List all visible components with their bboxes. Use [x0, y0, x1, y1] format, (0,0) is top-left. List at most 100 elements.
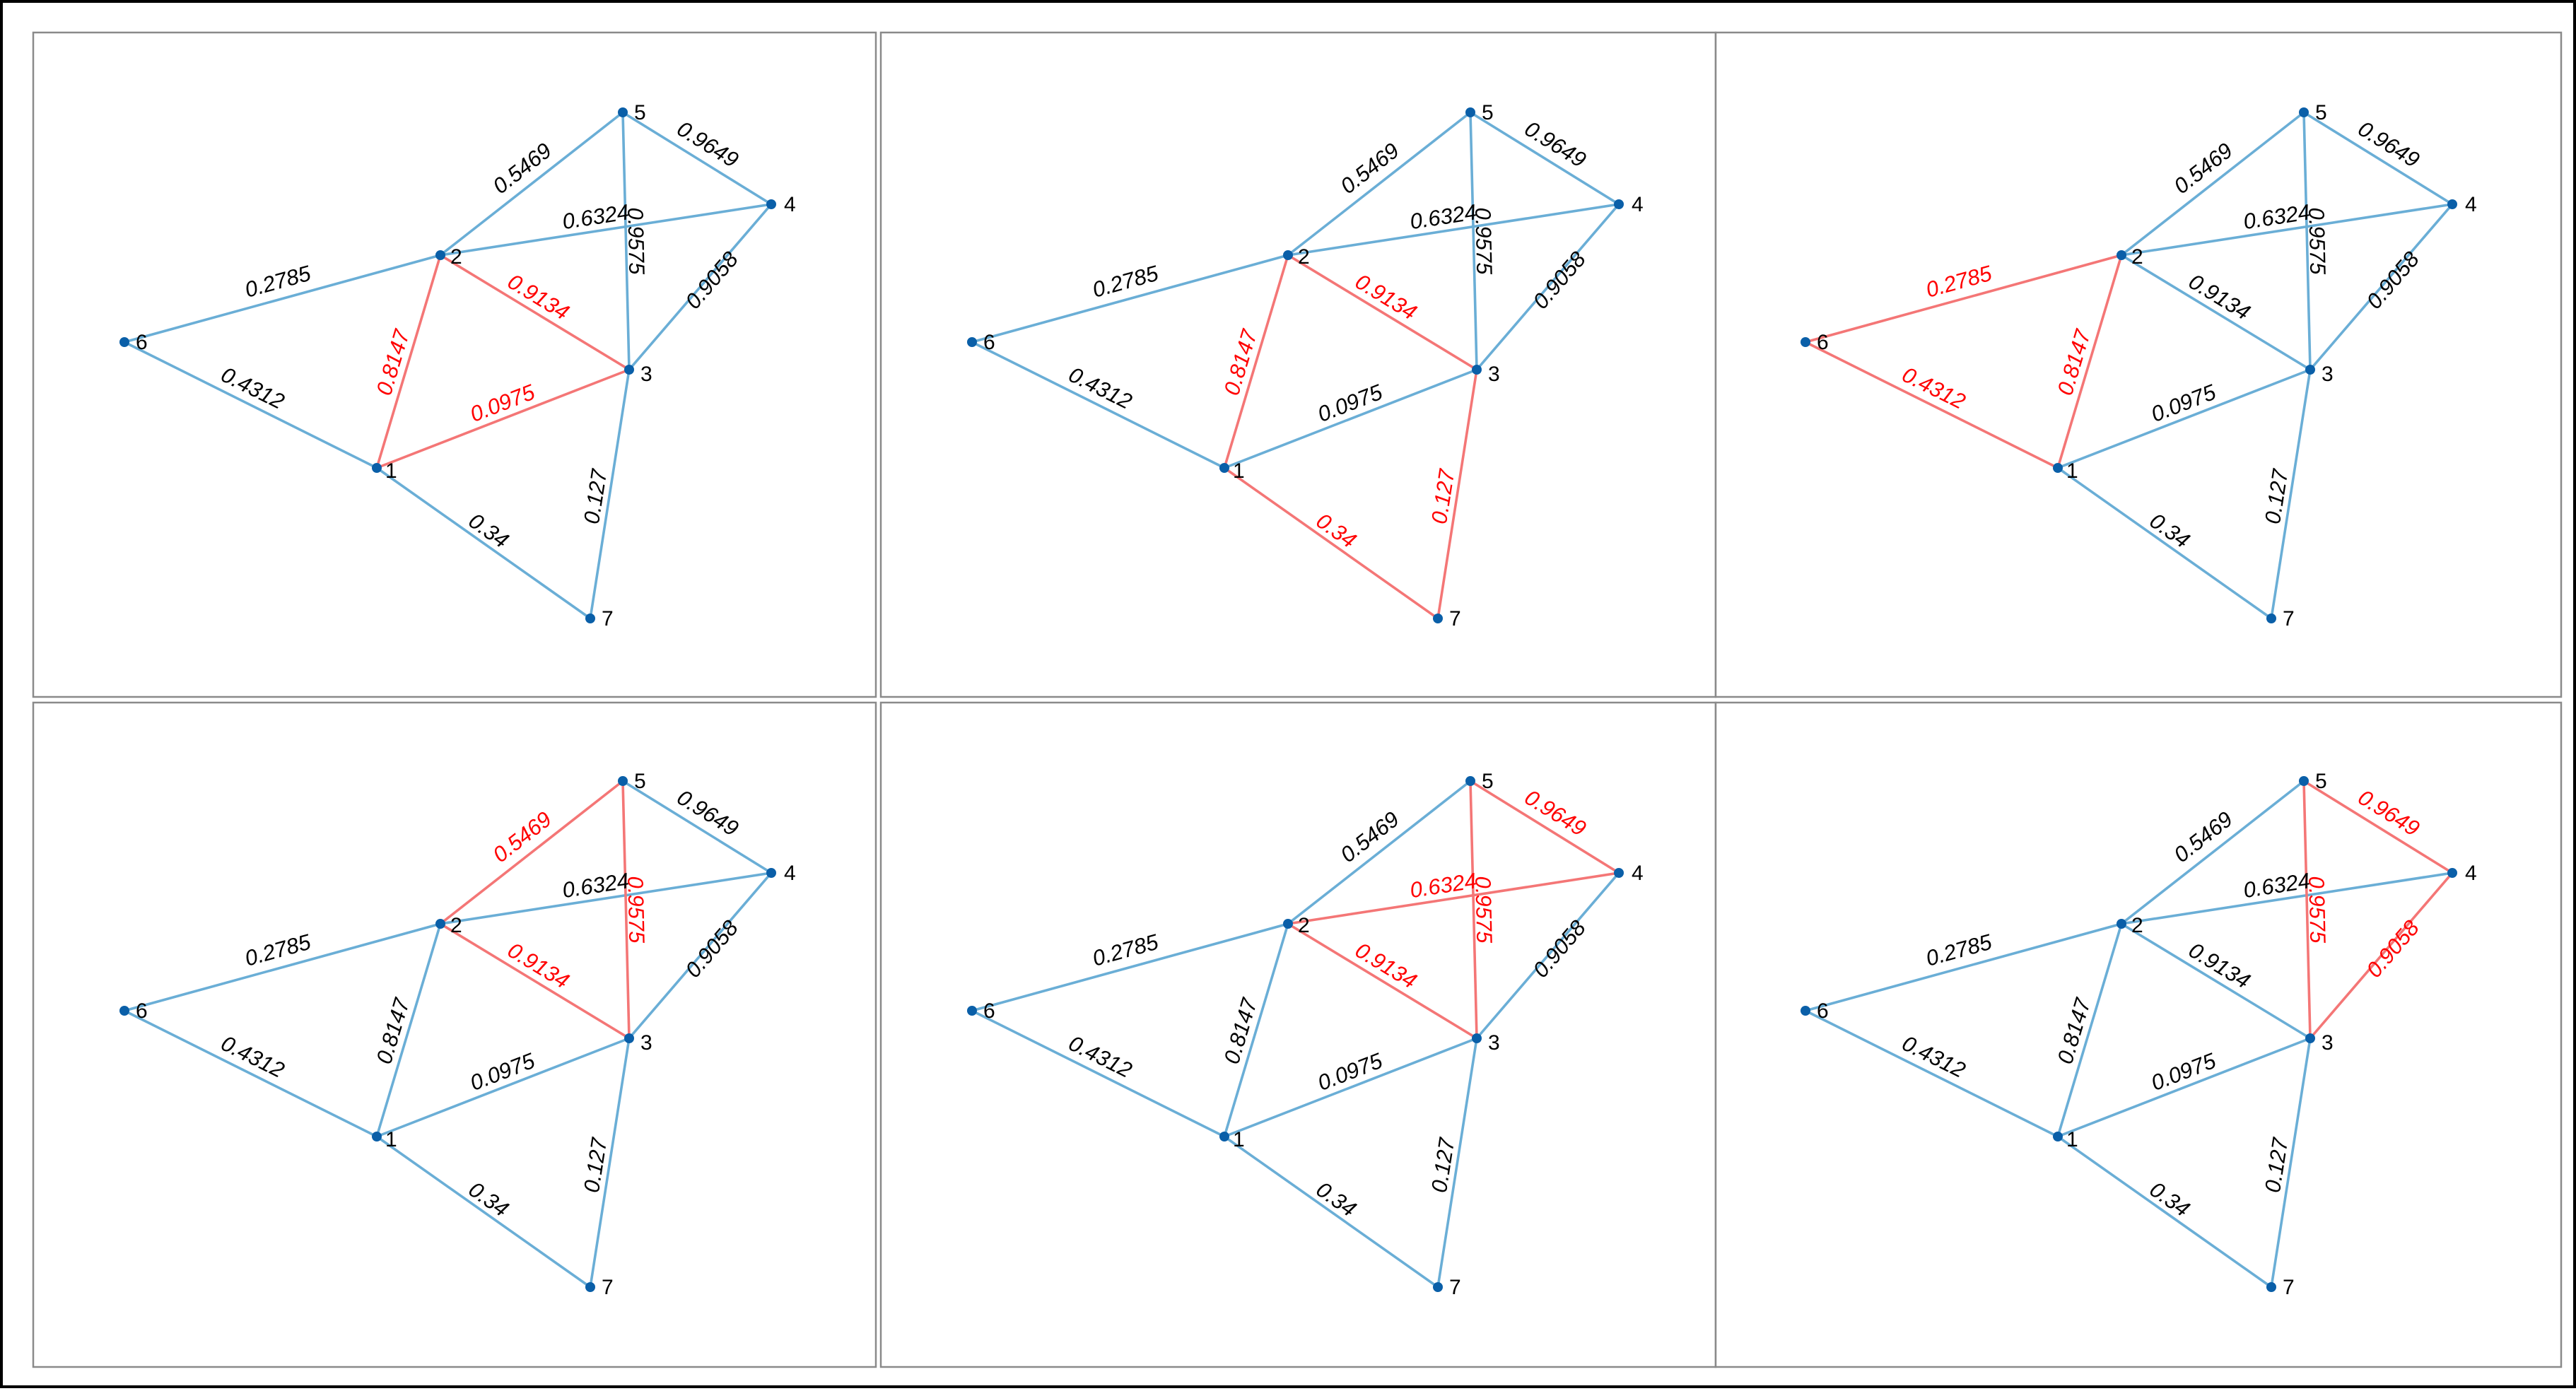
- node-dot: [372, 1132, 382, 1141]
- node-label: 2: [450, 245, 462, 269]
- edge: [375, 1135, 592, 1289]
- node-label: 7: [602, 607, 614, 630]
- edge: [628, 203, 773, 371]
- node-dot: [2305, 1033, 2315, 1043]
- node-dot: [1614, 868, 1624, 878]
- edge: [589, 1038, 631, 1288]
- node-label: 2: [1298, 245, 1310, 269]
- edge-highlighted: [1287, 254, 1477, 371]
- node-dot: [119, 337, 129, 347]
- panel-border: [879, 31, 1717, 698]
- node-label: 2: [2131, 914, 2143, 937]
- node-dot: [2117, 919, 2126, 929]
- panel-border: [1714, 31, 2563, 698]
- edge-highlighted: [440, 922, 630, 1040]
- node-label: 5: [1482, 101, 1494, 124]
- edge: [375, 923, 442, 1137]
- edge: [971, 341, 1225, 469]
- node-dot: [2053, 463, 2063, 473]
- node-label: 4: [1632, 193, 1644, 216]
- edge: [1475, 871, 1620, 1040]
- node-dot: [1219, 463, 1229, 473]
- node-dot: [1801, 1006, 1810, 1016]
- edge-highlighted: [1470, 780, 1620, 874]
- node-dot: [1219, 1132, 1229, 1141]
- edge: [1805, 922, 2122, 1012]
- node-label: 4: [784, 862, 796, 885]
- node-label: 3: [2322, 1031, 2334, 1055]
- edge: [622, 780, 772, 874]
- node-label: 6: [136, 331, 148, 354]
- edge-weight-label: 0.9575: [1470, 876, 1497, 944]
- edge: [2056, 1135, 2273, 1289]
- edge: [2120, 111, 2305, 257]
- edge-highlighted: [2309, 871, 2454, 1040]
- edge: [124, 1009, 377, 1138]
- node-label: 6: [136, 999, 148, 1023]
- edge: [2270, 369, 2312, 619]
- edge: [1469, 112, 1478, 370]
- node-dot: [967, 337, 977, 347]
- edge: [1287, 203, 1620, 257]
- panel-border: [1714, 701, 2563, 1368]
- node-label: 7: [1449, 607, 1461, 630]
- node-dot: [766, 199, 776, 209]
- edge: [1287, 780, 1472, 925]
- node-label: 1: [1233, 1128, 1245, 1151]
- node-label: 5: [634, 101, 646, 124]
- node-dot: [1283, 919, 1293, 929]
- edge-highlighted: [621, 780, 631, 1039]
- node-dot: [2053, 1132, 2063, 1141]
- node-dot: [624, 1033, 634, 1043]
- edge-highlighted: [2056, 254, 2123, 469]
- edge-highlighted: [2303, 780, 2453, 874]
- edge-highlighted: [440, 254, 630, 371]
- edge: [440, 871, 772, 925]
- node-dot: [585, 614, 595, 623]
- node-label: 4: [1632, 862, 1644, 885]
- edge: [124, 922, 441, 1012]
- node-label: 5: [2315, 770, 2327, 793]
- edge: [1224, 368, 1477, 469]
- node-dot: [1433, 614, 1443, 623]
- node-dot: [1465, 776, 1475, 786]
- node-label: 6: [983, 331, 995, 354]
- node-label: 5: [634, 770, 646, 793]
- node-label: 6: [1817, 999, 1829, 1023]
- node-label: 6: [983, 999, 995, 1023]
- edge: [971, 1009, 1225, 1138]
- edge: [971, 922, 1289, 1012]
- edge-highlighted: [1469, 780, 1478, 1039]
- edge: [2056, 923, 2123, 1137]
- edge: [1223, 1135, 1439, 1289]
- edge: [1436, 1038, 1478, 1288]
- edge: [2302, 112, 2312, 370]
- node-label: 2: [1298, 914, 1310, 937]
- node-label: 2: [450, 914, 462, 937]
- edge-weight-label: 0.9575: [2304, 207, 2330, 275]
- node-dot: [967, 1006, 977, 1016]
- node-dot: [1283, 250, 1293, 260]
- edge: [1475, 203, 1620, 371]
- node-label: 1: [2066, 1128, 2078, 1151]
- node-label: 7: [602, 1276, 614, 1299]
- node-dot: [2305, 365, 2315, 375]
- node-dot: [435, 250, 445, 260]
- node-dot: [119, 1006, 129, 1016]
- edge: [2303, 111, 2453, 206]
- node-label: 7: [2283, 607, 2295, 630]
- edge-highlighted: [1805, 254, 2122, 344]
- node-dot: [2299, 107, 2309, 117]
- node-label: 4: [2465, 862, 2477, 885]
- node-dot: [2117, 250, 2126, 260]
- edge-highlighted: [375, 254, 442, 469]
- node-label: 3: [640, 363, 652, 386]
- node-label: 3: [640, 1031, 652, 1055]
- edge-highlighted: [376, 368, 630, 469]
